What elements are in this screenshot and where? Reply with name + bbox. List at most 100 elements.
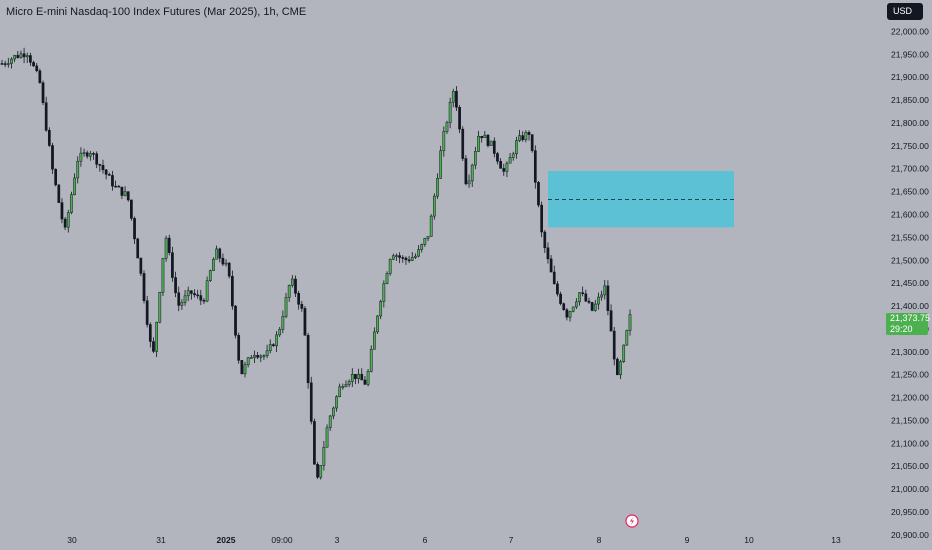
candle-body [89,153,92,157]
candle-body [60,202,64,220]
candle-body [360,373,364,381]
candle-body [470,164,474,182]
candle-body [104,169,108,175]
candle-body [322,446,326,466]
price-tick-label: 21,750.00 [891,141,929,151]
candle-body [145,300,149,325]
last-price-tag: 21,373.75 29:20 [886,313,930,335]
candle-body [590,302,594,311]
candle-body [559,293,562,304]
candles-group [0,47,632,480]
candle-body [152,341,155,352]
candle-body [483,134,487,139]
candle-body [287,285,291,298]
candle-body [117,185,121,188]
candle-body [25,55,29,58]
candle-body [224,262,228,265]
candle-body [272,344,275,347]
candle-body [275,334,278,347]
candle-body [439,150,443,179]
candle-body [335,396,338,409]
candle-body [70,194,73,213]
time-tick-label: 10 [744,535,754,545]
price-axis[interactable]: 22,000.00 21,950.00 21,900.00 21,850.00 21,8… [891,26,929,539]
candle-body [537,182,540,206]
candle-body [628,314,632,331]
candle-body [477,136,480,152]
candle-body [246,357,250,366]
lightning-icon[interactable] [625,514,639,528]
candle-body [480,136,484,139]
candle-body [92,153,95,155]
candle-body [398,255,401,258]
candle-body [35,65,39,72]
candle-body [297,293,300,305]
candle-body [423,238,427,245]
candle-body [183,295,187,303]
candle-body [540,204,543,233]
price-tick-label: 22,000.00 [891,26,929,36]
currency-button[interactable]: USD [887,3,923,20]
candle-body [616,358,619,376]
price-tick-label: 21,950.00 [891,49,929,59]
candle-body [234,305,237,336]
candle-body [54,168,58,186]
candle-body [565,309,569,318]
candle-body [290,278,294,286]
candle-body [341,386,345,388]
candle-body [161,258,165,293]
candle-body [521,135,525,141]
candle-body [136,238,140,259]
candle-body [243,364,247,375]
candle-body [38,70,42,83]
candle-body [410,257,414,261]
candle-body [338,386,342,397]
candle-body [347,381,351,385]
candle-body [51,145,54,170]
candle-body [391,255,395,260]
candle-body [461,128,465,159]
candle-body [10,58,13,64]
candle-body [328,415,332,429]
candle-body [511,153,515,158]
candle-body [120,186,124,196]
candle-body [300,304,304,309]
candle-body [126,191,130,201]
candle-body [382,283,386,302]
candle-body [574,301,578,308]
candle-body [578,292,581,303]
candle-body [379,301,383,317]
candle-body [467,180,471,185]
price-tick-label: 21,450.00 [891,278,929,288]
candle-body [401,257,405,259]
price-tick-label: 21,800.00 [891,118,929,128]
candle-body [533,150,537,183]
candle-body [571,306,575,312]
candle-body [164,237,168,259]
candle-body [597,296,600,305]
candle-body [448,101,452,123]
candle-body [600,294,603,298]
candle-body [57,184,61,203]
candle-body [212,258,215,271]
candle-body [237,335,241,361]
candle-body [0,63,4,65]
candle-body [622,344,626,362]
candle-body [429,215,433,237]
price-tick-label: 21,050.00 [891,461,929,471]
price-tick-label: 21,400.00 [891,301,929,311]
price-tick-label: 21,250.00 [891,370,929,380]
candle-body [369,348,373,372]
price-tick-label: 20,900.00 [891,530,929,540]
candle-body [332,407,335,417]
bar-countdown: 29:20 [890,324,913,334]
time-axis[interactable]: 30 31 2025 09:00 3 6 7 8 9 10 13 [67,535,841,545]
price-tick-label: 21,300.00 [891,347,929,357]
candle-body [499,161,502,169]
candle-body [584,293,588,302]
candle-body [366,371,370,385]
time-tick-label: 31 [156,535,166,545]
candle-body [568,311,572,318]
candle-body [130,199,133,219]
